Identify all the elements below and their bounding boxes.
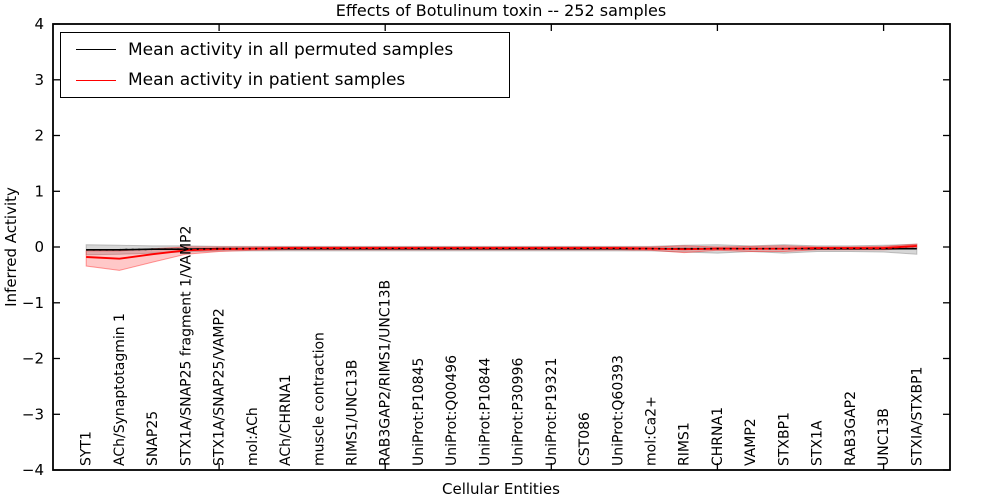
y-tick-label: −4 xyxy=(22,461,44,479)
x-category-label: mol:Ca2+ xyxy=(644,396,660,466)
y-tick-label: 4 xyxy=(34,15,44,33)
y-tick-label: 2 xyxy=(34,127,44,145)
x-category-label: CHRNA1 xyxy=(710,407,726,466)
x-category-label: ACh/CHRNA1 xyxy=(278,374,294,466)
permuted-line-swatch xyxy=(76,49,116,51)
x-category-label: UniProt:P10844 xyxy=(477,358,493,466)
x-category-label: CST086 xyxy=(577,412,593,466)
x-category-label: ACh/Synaptotagmin 1 xyxy=(112,313,128,466)
x-category-label: UniProt:P30996 xyxy=(511,358,527,466)
x-category-label: SYT1 xyxy=(79,431,95,466)
x-category-label: SNAP25 xyxy=(145,411,161,466)
y-tick-label: −1 xyxy=(22,294,44,312)
legend-item-permuted: Mean activity in all permuted samples xyxy=(61,36,509,64)
legend-label-patient: Mean activity in patient samples xyxy=(128,70,406,91)
y-tick-label: 3 xyxy=(34,71,44,89)
x-category-label: STXIA/STXBP1 xyxy=(909,367,925,466)
x-category-label: STXBP1 xyxy=(776,412,792,466)
x-category-label: RIMS1 xyxy=(677,422,693,466)
y-axis-label: Inferred Activity xyxy=(2,187,20,307)
x-category-label: VAMP2 xyxy=(743,418,759,466)
x-category-label: UniProt:P10845 xyxy=(411,358,427,466)
x-category-label: UniProt:P19321 xyxy=(544,358,560,466)
x-category-label: STX1A/SNAP25 fragment 1/VAMP2 xyxy=(178,226,194,466)
x-category-label: RIMS1/UNC13B xyxy=(345,360,361,466)
y-tick-label: 0 xyxy=(34,238,44,256)
x-category-label: RAB3GAP2/RIMS1/UNC13B xyxy=(378,280,394,466)
x-category-label: UniProt:Q60393 xyxy=(610,355,626,466)
x-category-label: UNC13B xyxy=(876,408,892,466)
x-category-label: muscle contraction xyxy=(311,332,327,466)
legend-item-patient: Mean activity in patient samples xyxy=(61,66,509,94)
x-category-label: UniProt:Q00496 xyxy=(444,355,460,466)
y-tick-label: −2 xyxy=(22,350,44,368)
patient-line-swatch xyxy=(76,79,116,81)
legend-label-permuted: Mean activity in all permuted samples xyxy=(128,39,454,60)
x-category-label: STX1A/SNAP25/VAMP2 xyxy=(212,308,228,466)
y-tick-label: 1 xyxy=(34,182,44,200)
x-category-label: STX1A xyxy=(810,420,826,466)
y-tick-label: −3 xyxy=(22,405,44,423)
x-axis-label: Cellular Entities xyxy=(442,480,560,498)
x-category-label: mol:ACh xyxy=(245,407,261,466)
x-category-label: RAB3GAP2 xyxy=(843,391,859,466)
chart-title: Effects of Botulinum toxin -- 252 sample… xyxy=(335,1,667,20)
legend: Mean activity in all permuted samples Me… xyxy=(60,32,510,98)
series-line-dash-0 xyxy=(86,247,917,251)
